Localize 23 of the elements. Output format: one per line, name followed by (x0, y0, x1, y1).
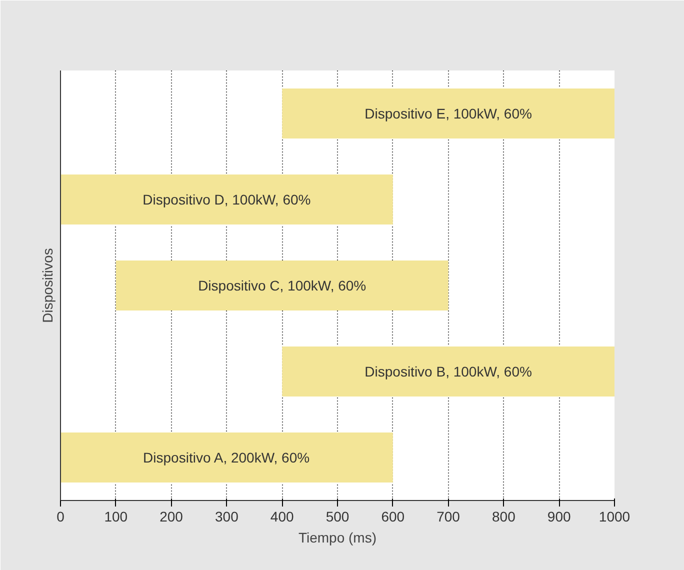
y-tick-label: Dispositivo E, 100kW, 60% (364, 106, 532, 122)
y-tick-label: Dispositivo A, 200kW, 60% (143, 450, 310, 466)
x-tick-label: 300 (215, 508, 239, 524)
y-axis-title: Dispositivos (40, 248, 56, 323)
bar (60, 432, 393, 482)
x-tick-label: 1000 (598, 508, 630, 524)
x-tick-label: 900 (547, 508, 571, 524)
y-tick-label: Dispositivo C, 100kW, 60% (198, 278, 366, 294)
x-tick-label: 800 (492, 508, 516, 524)
x-tick-label: 100 (104, 508, 128, 524)
x-tick-label: 0 (56, 508, 65, 524)
bar (282, 88, 614, 138)
bar (60, 174, 393, 224)
x-tick-label: 600 (381, 508, 405, 524)
x-tick-label: 700 (436, 508, 460, 524)
y-tick-label: Dispositivo B, 100kW, 60% (364, 364, 532, 380)
y-tick-label: Dispositivo D, 100kW, 60% (142, 192, 311, 208)
x-axis-title: Tiempo (ms) (298, 530, 377, 546)
x-tick-label: 500 (326, 508, 350, 524)
x-tick-label: 400 (270, 508, 294, 524)
bar (116, 260, 448, 310)
bar (282, 346, 614, 396)
x-tick-label: 200 (160, 508, 184, 524)
